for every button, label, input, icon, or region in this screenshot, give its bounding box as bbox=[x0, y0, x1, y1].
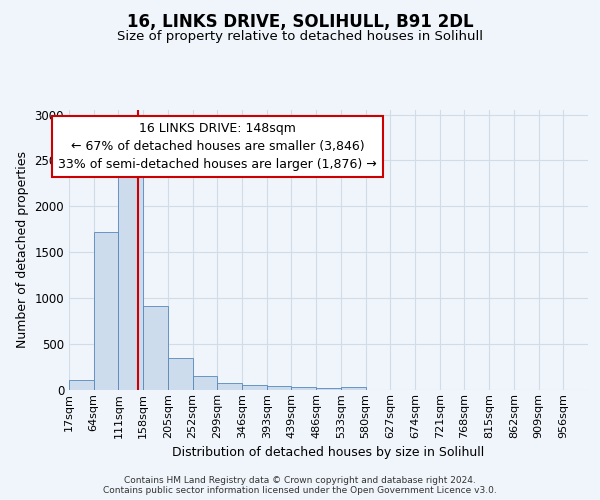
Text: Size of property relative to detached houses in Solihull: Size of property relative to detached ho… bbox=[117, 30, 483, 43]
Bar bbox=[316, 388, 341, 390]
Bar bbox=[118, 172, 143, 390]
Bar bbox=[69, 380, 94, 390]
Bar bbox=[143, 306, 168, 390]
Bar bbox=[168, 358, 193, 390]
Bar bbox=[217, 382, 242, 390]
Bar bbox=[94, 232, 118, 390]
Bar bbox=[267, 386, 292, 390]
Text: Contains HM Land Registry data © Crown copyright and database right 2024.
Contai: Contains HM Land Registry data © Crown c… bbox=[103, 476, 497, 495]
X-axis label: Distribution of detached houses by size in Solihull: Distribution of detached houses by size … bbox=[172, 446, 485, 459]
Bar bbox=[193, 376, 217, 390]
Text: 16, LINKS DRIVE, SOLIHULL, B91 2DL: 16, LINKS DRIVE, SOLIHULL, B91 2DL bbox=[127, 12, 473, 30]
Bar bbox=[341, 387, 365, 390]
Text: 16 LINKS DRIVE: 148sqm
← 67% of detached houses are smaller (3,846)
33% of semi-: 16 LINKS DRIVE: 148sqm ← 67% of detached… bbox=[58, 122, 377, 171]
Y-axis label: Number of detached properties: Number of detached properties bbox=[16, 152, 29, 348]
Bar bbox=[292, 387, 316, 390]
Bar bbox=[242, 385, 267, 390]
